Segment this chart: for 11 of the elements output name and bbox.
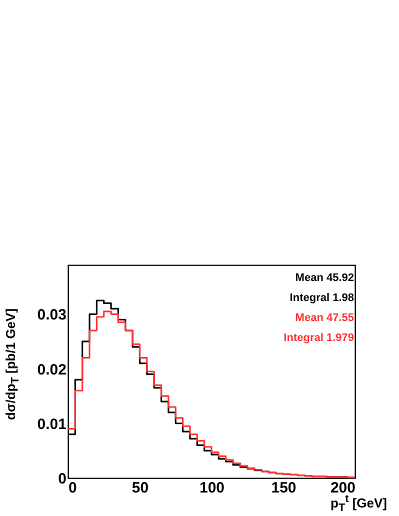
annotation: Integral 1.979 [284,332,354,344]
x-tick-label: 0 [68,480,77,496]
x-tick-label: 100 [199,480,225,496]
x-tick-label: 50 [132,480,149,496]
x-tick-label: 150 [271,480,296,496]
annotation: Integral 1.98 [290,292,354,304]
y-tick-label: 0.01 [37,416,66,433]
y-tick-label: 0.03 [37,306,66,324]
annotation: Mean 45.92 [295,272,354,284]
y-tick-label: 0.02 [37,361,66,378]
annotation: Mean 47.55 [295,312,354,324]
